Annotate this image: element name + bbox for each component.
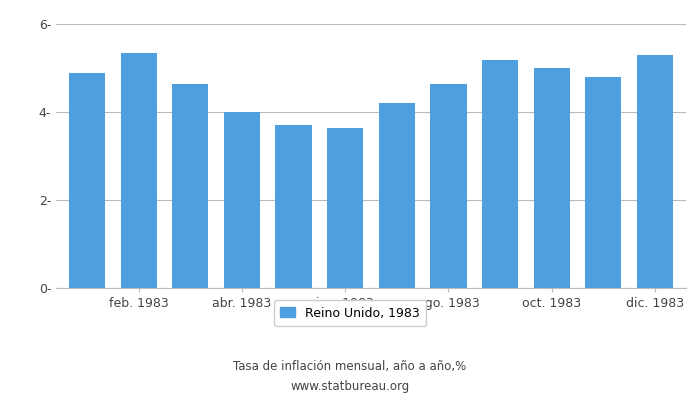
Text: Tasa de inflación mensual, año a año,%: Tasa de inflación mensual, año a año,% bbox=[233, 360, 467, 373]
Legend: Reino Unido, 1983: Reino Unido, 1983 bbox=[274, 300, 426, 326]
Bar bbox=[430, 84, 466, 288]
Bar bbox=[276, 126, 312, 288]
Text: www.statbureau.org: www.statbureau.org bbox=[290, 380, 410, 393]
Bar bbox=[482, 60, 518, 288]
Bar bbox=[172, 84, 209, 288]
Bar bbox=[69, 73, 105, 288]
Bar bbox=[224, 112, 260, 288]
Bar bbox=[637, 55, 673, 288]
Bar bbox=[585, 77, 622, 288]
Bar bbox=[533, 68, 570, 288]
Bar bbox=[379, 104, 415, 288]
Bar bbox=[120, 53, 157, 288]
Bar bbox=[327, 128, 363, 288]
